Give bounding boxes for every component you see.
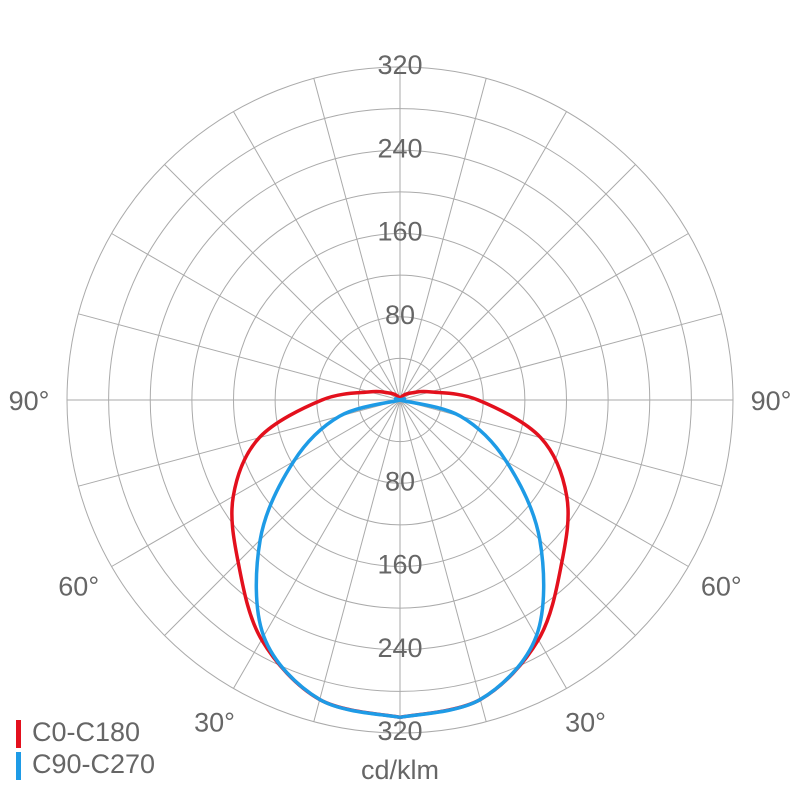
angle-tick-label: 90°	[751, 386, 792, 416]
unit-label: cd/klm	[361, 755, 439, 785]
r-tick-label: 320	[377, 716, 422, 746]
angle-tick-label: 90°	[9, 386, 50, 416]
legend-swatch	[16, 720, 21, 748]
angle-tick-label: 60°	[58, 572, 99, 602]
angle-tick-label: 30°	[194, 707, 235, 737]
series-line	[393, 397, 546, 720]
legend-swatch	[16, 752, 21, 780]
angle-tick-label: 30°	[565, 707, 606, 737]
r-tick-label: 160	[377, 217, 422, 247]
angle-tick-label: 60°	[701, 572, 742, 602]
legend-label: C90-C270	[32, 749, 155, 779]
series-line	[254, 397, 407, 720]
r-tick-label: 320	[377, 50, 422, 80]
r-tick-label: 80	[385, 300, 415, 330]
r-tick-label: 80	[385, 466, 415, 496]
r-tick-label: 240	[377, 633, 422, 663]
legend-label: C0-C180	[32, 717, 140, 747]
r-tick-label: 240	[377, 133, 422, 163]
r-tick-label: 160	[377, 550, 422, 580]
